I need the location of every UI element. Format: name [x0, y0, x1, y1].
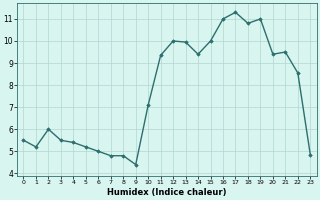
X-axis label: Humidex (Indice chaleur): Humidex (Indice chaleur) — [107, 188, 227, 197]
